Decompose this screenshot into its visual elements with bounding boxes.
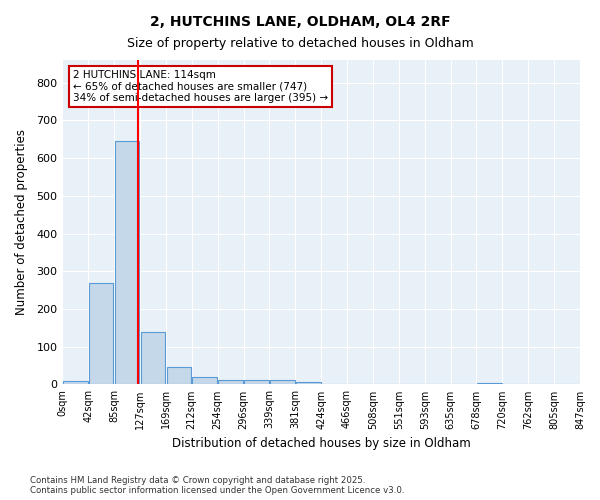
Text: Contains HM Land Registry data © Crown copyright and database right 2025.
Contai: Contains HM Land Registry data © Crown c… [30,476,404,495]
Bar [63,382,88,384]
Bar [115,141,139,384]
Bar [140,332,165,384]
Bar [270,380,295,384]
Bar [89,282,113,384]
Bar [167,368,191,384]
Y-axis label: Number of detached properties: Number of detached properties [15,129,28,315]
Bar [244,380,269,384]
Text: Size of property relative to detached houses in Oldham: Size of property relative to detached ho… [127,38,473,51]
Bar [218,380,243,384]
Bar [477,382,502,384]
Bar [296,382,320,384]
Bar [193,377,217,384]
X-axis label: Distribution of detached houses by size in Oldham: Distribution of detached houses by size … [172,437,470,450]
Text: 2, HUTCHINS LANE, OLDHAM, OL4 2RF: 2, HUTCHINS LANE, OLDHAM, OL4 2RF [149,15,451,29]
Text: 2 HUTCHINS LANE: 114sqm
← 65% of detached houses are smaller (747)
34% of semi-d: 2 HUTCHINS LANE: 114sqm ← 65% of detache… [73,70,328,103]
